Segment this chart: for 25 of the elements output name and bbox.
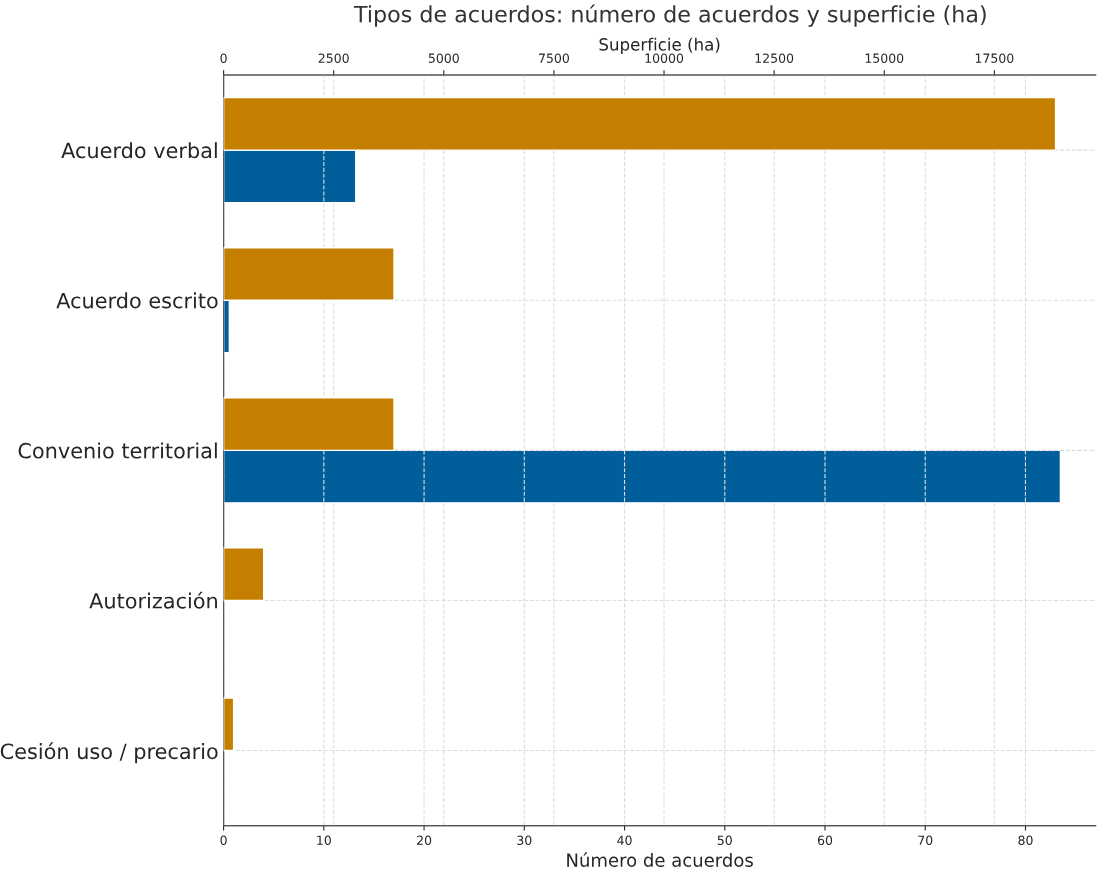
y-tick-label: Convenio territorial bbox=[18, 442, 217, 459]
x2-tick-label: 0 bbox=[220, 53, 227, 63]
x2-tick-label: 12500 bbox=[755, 53, 794, 63]
x-tick-label: 50 bbox=[717, 835, 732, 845]
x-tick-label: 30 bbox=[517, 835, 532, 845]
y-tick-label: Cesión uso / precario bbox=[0, 742, 218, 764]
x-tick-label: 60 bbox=[817, 835, 833, 845]
x-tick-label: 0 bbox=[220, 835, 227, 845]
x-tick-label: 80 bbox=[1018, 835, 1033, 845]
y-tick-label: Autorización bbox=[89, 591, 217, 609]
x2-tick-label: 2500 bbox=[318, 53, 349, 63]
x2-tick-label: 17500 bbox=[975, 53, 1014, 63]
x-tick-label: 40 bbox=[617, 835, 632, 845]
x2-tick-label: 10000 bbox=[645, 53, 684, 63]
x-axis-title: Número de acuerdos bbox=[567, 852, 753, 867]
y-tick-label: Acuerdo verbal bbox=[61, 142, 217, 159]
x-tick-label: 10 bbox=[317, 835, 331, 845]
x-tick-label: 70 bbox=[918, 835, 933, 845]
y-tick-label: Acuerdo escrito bbox=[56, 292, 218, 309]
x2-tick-label: 7500 bbox=[539, 53, 569, 63]
chart-title: Tipos de acuerdos: número de acuerdos y superficie (ha) bbox=[353, 4, 986, 27]
x2-tick-label: 5000 bbox=[428, 53, 459, 63]
x-tick-label: 20 bbox=[417, 835, 432, 845]
x2-axis-title: Superficie (ha) bbox=[599, 37, 720, 54]
x2-tick-label: 15000 bbox=[865, 53, 904, 63]
